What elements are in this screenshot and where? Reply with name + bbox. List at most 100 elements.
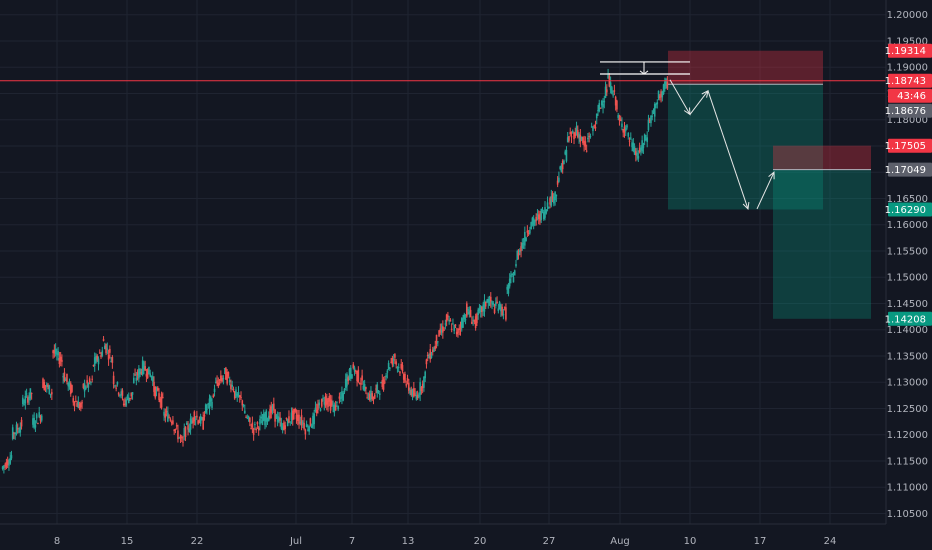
candle-body <box>380 382 382 384</box>
candle-body <box>352 364 355 369</box>
candle-body <box>483 300 486 312</box>
candle-body <box>68 382 71 388</box>
time-axis[interactable]: 8 15 22 Jul 7 13 20 27 Aug 10 17 24 <box>54 536 837 547</box>
candle-body <box>623 126 626 133</box>
candle-body <box>6 460 9 465</box>
candle-body <box>626 125 628 128</box>
x-tick-label: 7 <box>349 536 355 547</box>
candle-body <box>165 410 168 413</box>
price-axis[interactable]: 1.200001.195001.190001.185001.180001.175… <box>887 10 928 520</box>
projection-arrow-head <box>683 107 691 116</box>
candle-body <box>164 413 167 418</box>
candle-body <box>348 369 351 379</box>
candle-body <box>457 328 459 333</box>
candle-body <box>32 418 34 425</box>
candle-body <box>363 384 366 391</box>
candle-body <box>317 404 319 410</box>
candle-body <box>213 388 216 393</box>
candle-body <box>278 416 280 422</box>
candle-body <box>445 314 448 322</box>
projection-segment <box>756 172 775 210</box>
candle-body <box>406 378 409 381</box>
candle-body <box>285 417 288 419</box>
price-axis-label: 43:46 <box>888 88 932 103</box>
candle-body <box>627 132 630 137</box>
candle-body <box>507 284 510 294</box>
projection-segment <box>689 90 709 115</box>
candle-body <box>168 416 170 418</box>
price-label-text: 1.18676 <box>885 106 926 117</box>
x-tick-label: 22 <box>191 536 204 547</box>
candle-body <box>318 402 321 406</box>
candle-body <box>332 405 334 407</box>
candle-body <box>472 320 474 322</box>
candle-body <box>598 103 601 112</box>
candle-body <box>100 355 102 358</box>
candle-body <box>443 329 445 331</box>
candle-body <box>235 389 237 397</box>
candle-body <box>145 373 148 377</box>
y-tick-label: 1.20000 <box>887 10 928 21</box>
candle-body <box>220 375 222 381</box>
candle-body <box>585 150 588 152</box>
candle-body <box>29 388 32 399</box>
candle-body <box>62 376 64 378</box>
candle-body <box>315 409 318 414</box>
candle-body <box>385 375 387 378</box>
candle-body <box>459 327 462 330</box>
candle-body <box>565 149 568 162</box>
candle-body <box>603 100 606 103</box>
candle-body <box>460 318 463 328</box>
candle-body <box>400 363 403 369</box>
candle-body <box>492 302 495 305</box>
candle-body <box>414 393 416 395</box>
candle-body <box>296 414 299 421</box>
candle-body <box>613 90 616 92</box>
candle-body <box>338 396 341 399</box>
candle-body <box>574 132 577 137</box>
candle-body <box>260 416 263 419</box>
candle-body <box>433 347 435 352</box>
projection-segment <box>707 90 749 210</box>
candle-body <box>109 348 111 353</box>
candle-body <box>609 82 612 91</box>
candle-body <box>211 401 213 408</box>
stop-loss-zone <box>773 145 871 170</box>
y-tick-label: 1.16000 <box>887 220 928 231</box>
price-label-bg <box>888 202 932 217</box>
candle-body <box>320 399 323 407</box>
candle-body <box>396 367 399 369</box>
candle-body <box>478 308 481 311</box>
candle-body <box>600 100 603 106</box>
price-label-text: 1.17049 <box>885 165 926 176</box>
candle-body <box>606 89 608 93</box>
candle-body <box>114 385 116 387</box>
candle-body <box>540 208 543 220</box>
candle-body <box>289 421 292 423</box>
candle-body <box>177 430 179 440</box>
y-tick-label: 1.19000 <box>887 63 928 74</box>
candle-body <box>122 403 125 406</box>
candle-body <box>251 422 254 428</box>
candle-body <box>245 416 247 418</box>
candle-body <box>337 406 339 410</box>
candle-body <box>74 401 77 403</box>
candle-body <box>262 413 265 421</box>
candle-body <box>583 140 585 146</box>
price-label-bg <box>888 73 932 88</box>
candle-body <box>458 328 461 330</box>
candle-body <box>207 403 210 405</box>
candle-body <box>204 404 207 413</box>
candle-body <box>328 396 331 402</box>
candle-body <box>665 78 667 86</box>
candle-body <box>140 371 143 374</box>
candle-body <box>129 397 131 399</box>
candle-body <box>375 388 377 390</box>
candle-body <box>554 191 556 200</box>
candle-body <box>182 441 184 443</box>
candle-body <box>614 96 617 106</box>
candle-body <box>202 416 204 430</box>
candle-body <box>319 408 322 412</box>
y-tick-label: 1.14000 <box>887 325 928 336</box>
